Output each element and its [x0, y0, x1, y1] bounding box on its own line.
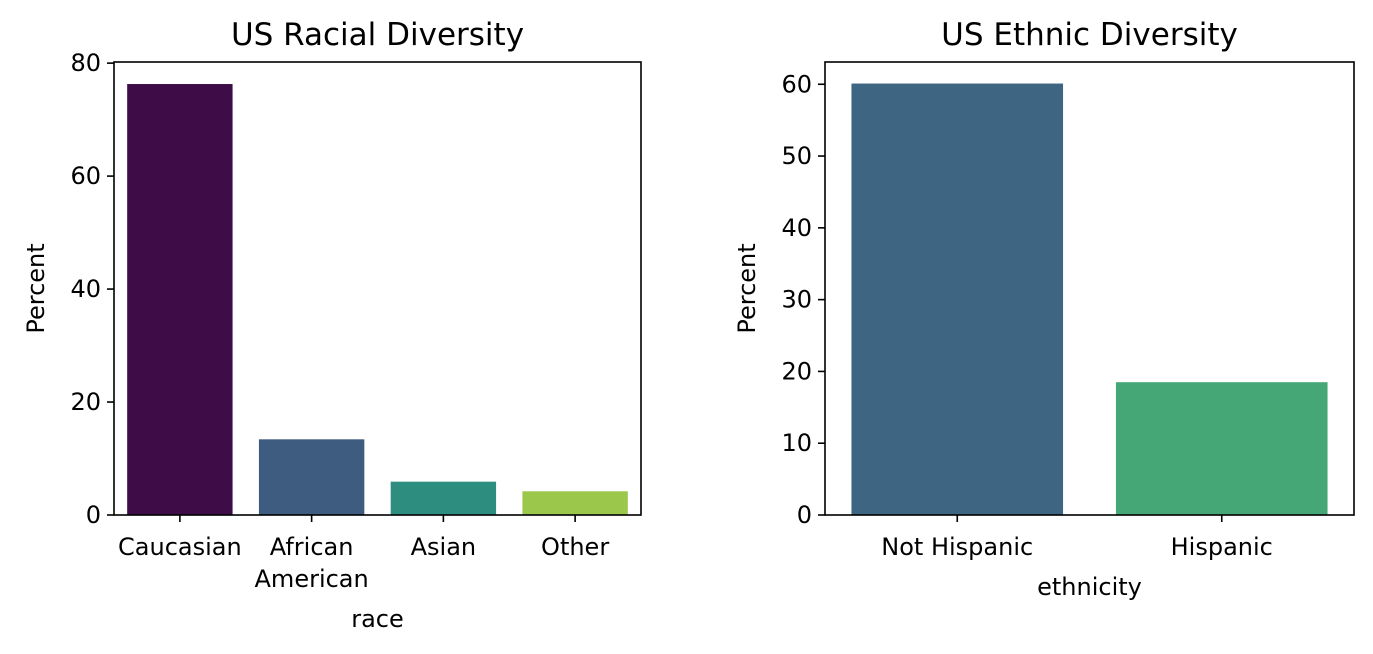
y-tick-label: 0 [86, 501, 101, 529]
x-tick-label-other: Other [541, 533, 609, 561]
y-tick-label: 60 [70, 162, 101, 190]
y-tick-label: 10 [781, 429, 812, 457]
y-tick-label: 0 [797, 501, 812, 529]
racial-diversity-chart: 0 20 40 60 80 Caucasian African American Asian Ot… [22, 17, 642, 633]
y-axis-label: Percent [733, 243, 761, 333]
chart-title: US Racial Diversity [231, 17, 524, 53]
y-axis-label: Percent [22, 243, 50, 333]
x-tick-label-not-hispanic: Not Hispanic [881, 533, 1033, 561]
bar-african-american [258, 439, 365, 515]
bar-hispanic [1115, 382, 1328, 515]
x-axis-label: race [351, 605, 404, 633]
bar-other [522, 491, 628, 515]
bar-not-hispanic [851, 83, 1064, 515]
y-tick-label: 40 [70, 275, 101, 303]
y-tick-label: 30 [781, 286, 812, 314]
bar-asian [390, 481, 497, 515]
chart-title: US Ethnic Diversity [941, 17, 1238, 53]
y-tick-label: 60 [781, 70, 812, 98]
axes-frame [824, 61, 1355, 516]
ethnic-diversity-chart: 0 10 20 30 40 50 60 Not Hispanic Hispanic US Ethn… [733, 17, 1355, 601]
y-tick-label: 20 [781, 357, 812, 385]
x-tick-label-asian: Asian [411, 533, 477, 561]
x-axis-label: ethnicity [1037, 573, 1142, 601]
y-tick-label: 40 [781, 214, 812, 242]
x-tick-label-hispanic: Hispanic [1171, 533, 1273, 561]
y-tick-label: 50 [781, 142, 812, 170]
bar-caucasian [127, 84, 233, 515]
y-tick-label: 80 [70, 49, 101, 77]
x-tick-label-african-american: African American [255, 533, 369, 593]
y-tick-label: 20 [70, 388, 101, 416]
x-tick-label-caucasian: Caucasian [118, 533, 242, 561]
